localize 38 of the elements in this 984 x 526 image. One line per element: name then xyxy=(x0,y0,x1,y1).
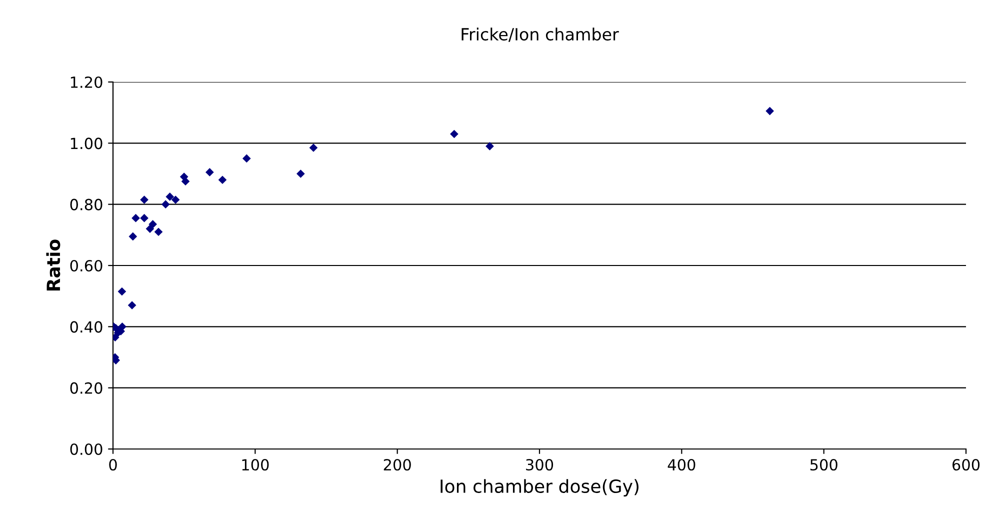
point xyxy=(486,142,494,150)
point xyxy=(140,196,148,204)
y-tick-label: 1.00 xyxy=(70,138,102,150)
y-tick-label: 0.60 xyxy=(70,260,102,272)
x-tick-label: 300 xyxy=(526,458,554,471)
point xyxy=(154,228,163,236)
point xyxy=(148,220,157,228)
y-tick-label: 0.00 xyxy=(70,443,102,456)
point xyxy=(128,301,136,310)
point xyxy=(181,177,190,186)
point xyxy=(218,176,227,184)
point xyxy=(118,287,126,296)
y-tick-label: 1.20 xyxy=(70,76,102,88)
point xyxy=(140,214,148,222)
point xyxy=(118,322,126,331)
y-tick-label: 0.20 xyxy=(70,382,102,394)
y-axis-title: Ratio xyxy=(46,240,60,290)
y-tick-label: 0.40 xyxy=(70,321,102,333)
point xyxy=(171,196,180,204)
point xyxy=(296,170,305,178)
x-tick-label: 0 xyxy=(109,458,117,471)
x-tick-label: 500 xyxy=(810,458,838,471)
point xyxy=(242,154,251,163)
point xyxy=(450,130,458,138)
x-tick-label: 100 xyxy=(242,458,269,471)
x-axis-title: Ion chamber dose(Gy) xyxy=(440,479,638,497)
x-tick-label: 400 xyxy=(668,458,696,471)
point xyxy=(166,192,174,201)
point xyxy=(128,232,138,241)
point xyxy=(161,200,170,208)
point xyxy=(132,214,140,222)
y-tick-label: 0.80 xyxy=(70,198,102,210)
point xyxy=(309,144,318,152)
x-tick-label: 600 xyxy=(952,458,980,471)
point xyxy=(206,168,214,176)
chart-title: Fricke/Ion chamber xyxy=(462,28,619,42)
x-tick-label: 200 xyxy=(384,458,411,471)
point xyxy=(766,106,774,116)
